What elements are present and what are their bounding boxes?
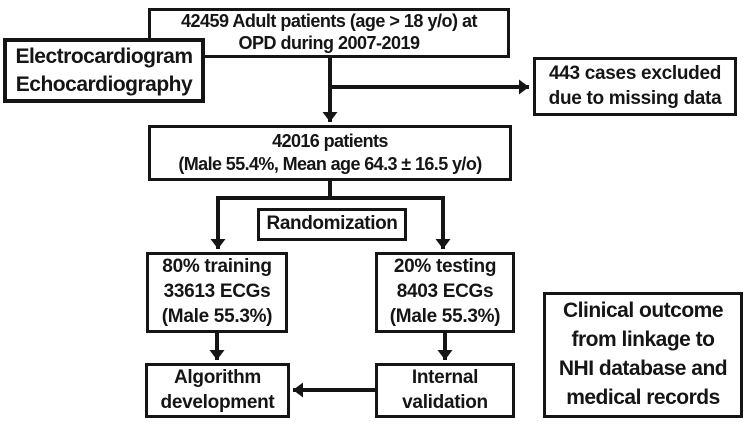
flow-node-testing-set: 20% testing 8403 ECGs (Male 55.3%) bbox=[375, 252, 515, 333]
flow-node-training-set: 80% training 33613 ECGs (Male 55.3%) bbox=[146, 252, 288, 333]
flow-node-randomization: Randomization bbox=[257, 208, 407, 241]
flow-node-clinical-outcome: Clinical outcome from linkage to NHI dat… bbox=[543, 292, 743, 418]
flow-node-initial-cohort: 42459 Adult patients (age > 18 y/o) at O… bbox=[148, 8, 510, 58]
flow-node-algorithm-development: Algorithm development bbox=[145, 363, 290, 418]
flow-node-excluded-cases: 443 cases excluded due to missing data bbox=[533, 57, 737, 116]
line-randomization-split bbox=[216, 181, 445, 200]
flow-node-internal-validation: Internal validation bbox=[375, 363, 515, 418]
flow-node-included-patients: 42016 patients (Male 55.4%, Mean age 64.… bbox=[148, 125, 512, 181]
flow-node-modalities: Electrocardiogram Echocardiography bbox=[3, 38, 205, 103]
